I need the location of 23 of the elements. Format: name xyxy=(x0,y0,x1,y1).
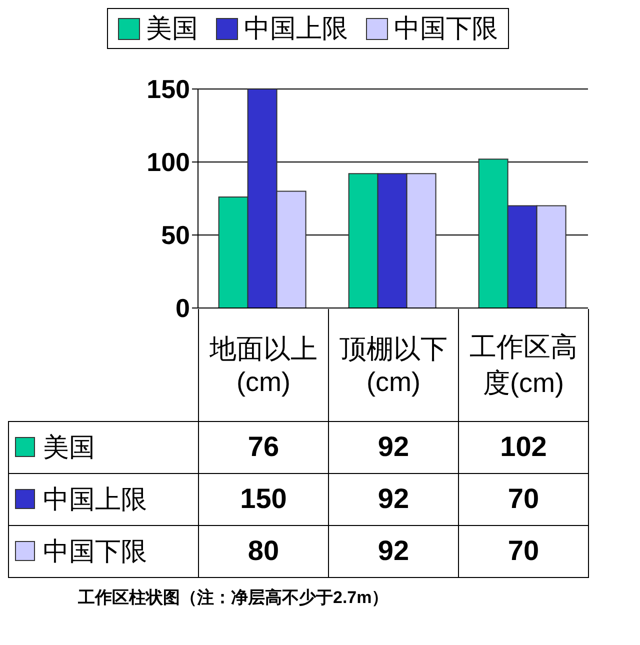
text: 中国下限 xyxy=(43,536,147,566)
x-tick-label: 顶棚以下(cm) xyxy=(328,309,458,421)
data-label: 150 xyxy=(198,473,328,525)
y-tick-label: 50 xyxy=(161,220,190,250)
data-label: 70 xyxy=(458,525,588,577)
text: 美国 xyxy=(43,432,95,462)
y-tick-label: 0 xyxy=(176,293,190,324)
legend-label: 中国上限 xyxy=(243,12,348,45)
data-label: 70 xyxy=(458,473,588,525)
x-tick-label: 地面以上(cm) xyxy=(198,309,328,421)
legend-label: 中国下限 xyxy=(393,12,498,45)
data-label: 76 xyxy=(198,421,328,473)
y-tick-label: 100 xyxy=(146,147,190,178)
data-label: 102 xyxy=(458,421,588,473)
legend-label: 美国 xyxy=(145,12,198,45)
text: 工作区柱状图（注：净层高不少于2.7m） xyxy=(77,586,390,608)
data-label: 92 xyxy=(328,525,458,577)
data-label: 92 xyxy=(328,473,458,525)
y-tick-label: 150 xyxy=(146,74,190,104)
data-label: 92 xyxy=(328,421,458,473)
data-label: 80 xyxy=(198,525,328,577)
text: 中国上限 xyxy=(43,484,147,514)
x-tick-label: 工作区高度(cm) xyxy=(458,309,588,421)
